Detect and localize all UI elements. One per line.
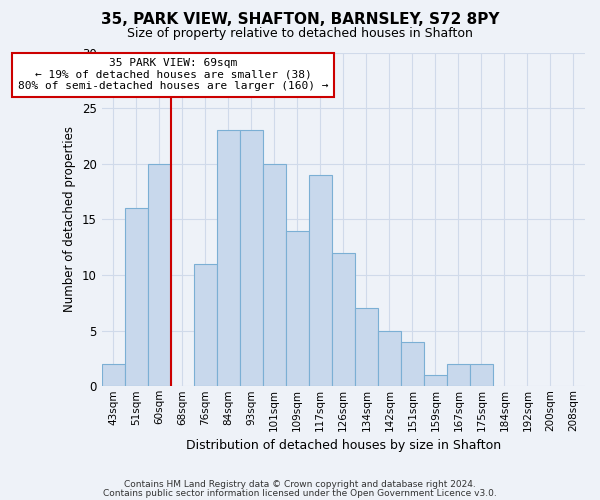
Bar xyxy=(101,364,125,386)
Bar xyxy=(447,364,470,386)
Bar xyxy=(125,208,148,386)
Bar xyxy=(355,308,378,386)
Bar xyxy=(378,330,401,386)
Text: 35 PARK VIEW: 69sqm
← 19% of detached houses are smaller (38)
80% of semi-detach: 35 PARK VIEW: 69sqm ← 19% of detached ho… xyxy=(18,58,328,92)
Bar xyxy=(240,130,263,386)
Text: 35, PARK VIEW, SHAFTON, BARNSLEY, S72 8PY: 35, PARK VIEW, SHAFTON, BARNSLEY, S72 8P… xyxy=(101,12,499,28)
Bar xyxy=(309,175,332,386)
Bar xyxy=(424,375,447,386)
Bar xyxy=(332,253,355,386)
Text: Contains HM Land Registry data © Crown copyright and database right 2024.: Contains HM Land Registry data © Crown c… xyxy=(124,480,476,489)
Bar xyxy=(263,164,286,386)
Text: Contains public sector information licensed under the Open Government Licence v3: Contains public sector information licen… xyxy=(103,488,497,498)
Text: Size of property relative to detached houses in Shafton: Size of property relative to detached ho… xyxy=(127,28,473,40)
Bar xyxy=(401,342,424,386)
Bar xyxy=(470,364,493,386)
Bar xyxy=(286,230,309,386)
Bar xyxy=(217,130,240,386)
Bar xyxy=(194,264,217,386)
Y-axis label: Number of detached properties: Number of detached properties xyxy=(64,126,76,312)
Bar xyxy=(148,164,170,386)
X-axis label: Distribution of detached houses by size in Shafton: Distribution of detached houses by size … xyxy=(186,440,501,452)
